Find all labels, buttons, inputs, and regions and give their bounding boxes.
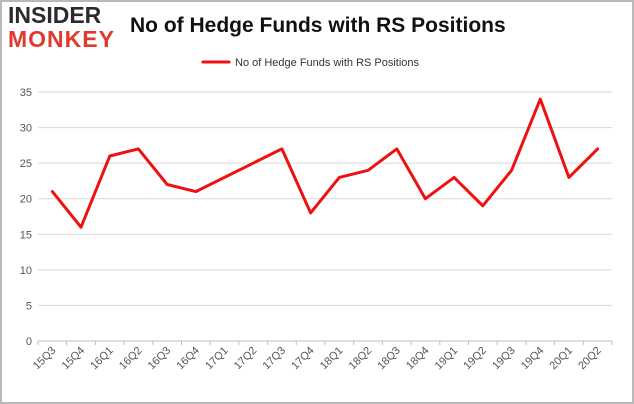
- logo-line-1: INSIDER: [8, 2, 102, 28]
- chart-title: No of Hedge Funds with RS Positions: [130, 14, 506, 37]
- y-tick-label: 20: [20, 194, 32, 206]
- y-tick-label: 5: [26, 300, 32, 312]
- x-tick-label: 17Q4: [289, 345, 317, 373]
- x-tick-label: 18Q1: [318, 345, 346, 373]
- x-tick-label: 19Q1: [433, 345, 461, 373]
- x-tick-label: 15Q4: [60, 345, 88, 373]
- series-line: [50, 97, 600, 229]
- x-tick-label: 20Q2: [576, 345, 604, 373]
- x-tick-label: 16Q2: [117, 345, 145, 373]
- x-tick-label: 17Q2: [232, 345, 260, 373]
- x-tick-label: 16Q4: [174, 345, 202, 373]
- y-tick-label: 15: [20, 229, 32, 241]
- legend-label: No of Hedge Funds with RS Positions: [235, 57, 420, 69]
- x-tick-label: 18Q3: [375, 345, 403, 373]
- x-tick-label: 17Q1: [203, 345, 231, 373]
- y-tick-label: 25: [20, 158, 32, 170]
- x-tick-label: 15Q3: [31, 345, 59, 373]
- x-tick-label: 17Q3: [261, 345, 289, 373]
- y-tick-label: 35: [20, 87, 32, 99]
- x-tick-label: 18Q4: [404, 345, 432, 373]
- logo-line-2: MONKEY: [8, 26, 115, 52]
- x-tick-label: 18Q2: [347, 345, 375, 373]
- y-tick-label: 10: [20, 265, 32, 277]
- x-tick-label: 19Q4: [519, 345, 547, 373]
- y-tick-label: 0: [26, 336, 32, 348]
- x-tick-label: 20Q1: [548, 345, 576, 373]
- y-tick-label: 30: [20, 123, 32, 135]
- x-tick-label: 16Q3: [146, 345, 174, 373]
- x-tick-label: 19Q2: [461, 345, 489, 373]
- insider-monkey-logo: INSIDER MONKEY: [8, 4, 120, 52]
- x-tick-label: 16Q1: [88, 345, 116, 373]
- x-tick-label: 19Q3: [490, 345, 518, 373]
